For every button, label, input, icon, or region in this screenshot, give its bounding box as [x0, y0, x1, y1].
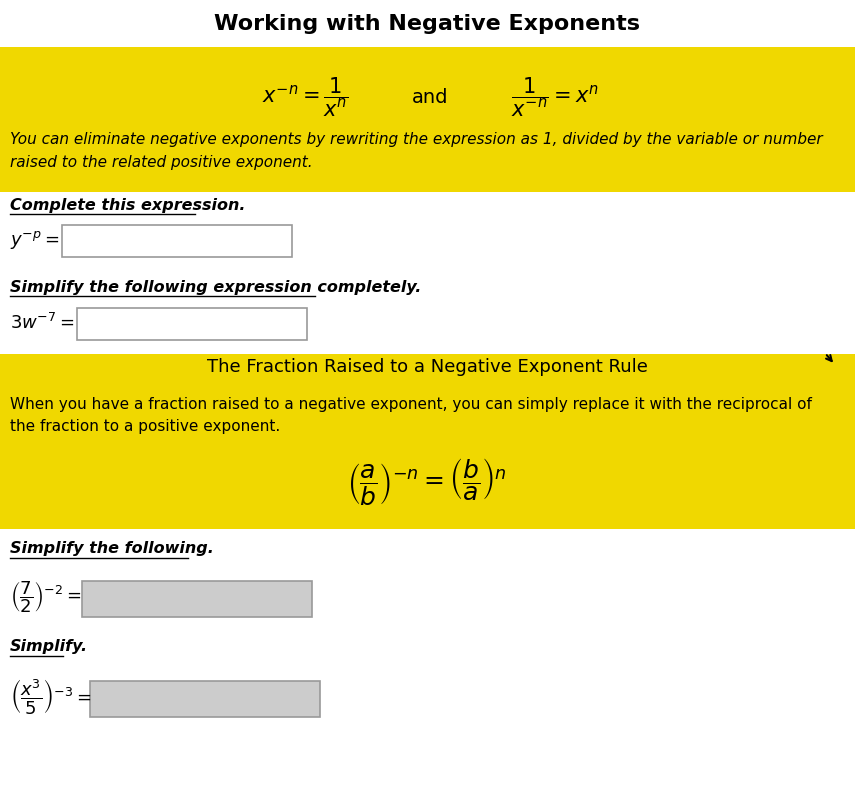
Text: $x^{-n} = \dfrac{1}{x^n}$: $x^{-n} = \dfrac{1}{x^n}$ [262, 76, 348, 119]
FancyBboxPatch shape [82, 581, 312, 617]
FancyBboxPatch shape [0, 47, 855, 192]
Text: $3w^{-7} =$: $3w^{-7} =$ [10, 313, 74, 333]
FancyBboxPatch shape [0, 354, 855, 529]
Text: Simplify.: Simplify. [10, 639, 88, 654]
Text: $\left(\dfrac{x^3}{5}\right)^{-3} =$: $\left(\dfrac{x^3}{5}\right)^{-3} =$ [10, 677, 91, 717]
Text: Simplify the following.: Simplify the following. [10, 541, 214, 556]
Text: raised to the related positive exponent.: raised to the related positive exponent. [10, 155, 313, 170]
Text: Simplify the following expression completely.: Simplify the following expression comple… [10, 280, 422, 295]
Text: $\left(\dfrac{a}{b}\right)^{-n} = \left(\dfrac{b}{a}\right)^{n}$: $\left(\dfrac{a}{b}\right)^{-n} = \left(… [347, 456, 507, 507]
Text: The Fraction Raised to a Negative Exponent Rule: The Fraction Raised to a Negative Expone… [207, 358, 647, 376]
Text: and: and [412, 88, 448, 107]
Text: the fraction to a positive exponent.: the fraction to a positive exponent. [10, 418, 280, 434]
Text: Working with Negative Exponents: Working with Negative Exponents [214, 14, 640, 34]
Text: When you have a fraction raised to a negative exponent, you can simply replace i: When you have a fraction raised to a neg… [10, 396, 812, 411]
Text: You can eliminate negative exponents by rewriting the expression as 1, divided b: You can eliminate negative exponents by … [10, 132, 823, 147]
FancyBboxPatch shape [77, 308, 307, 340]
Text: $\left(\dfrac{7}{2}\right)^{-2} =$: $\left(\dfrac{7}{2}\right)^{-2} =$ [10, 579, 81, 614]
Text: $\dfrac{1}{x^{-n}} = x^n$: $\dfrac{1}{x^{-n}} = x^n$ [511, 76, 598, 119]
FancyBboxPatch shape [62, 225, 292, 257]
FancyBboxPatch shape [90, 681, 320, 717]
Text: $y^{-p} =$: $y^{-p} =$ [10, 229, 60, 251]
Text: Complete this expression.: Complete this expression. [10, 198, 245, 213]
